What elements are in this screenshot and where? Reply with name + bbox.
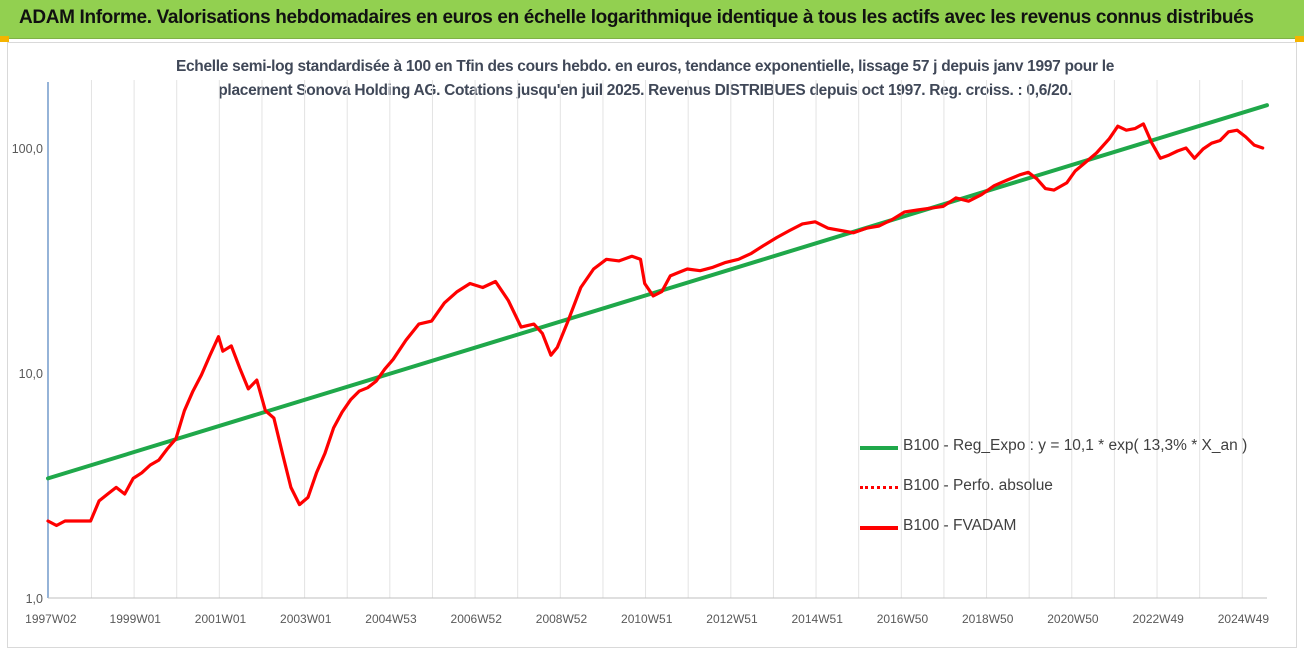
x-tick-label: 2004W53 bbox=[365, 612, 417, 626]
x-tick-label: 2006W52 bbox=[451, 612, 503, 626]
x-tick-label: 2001W01 bbox=[195, 612, 247, 626]
tick-labels: 1,0 10,0 100,0 1997W02 1999W01 2001W01 2003W01… bbox=[12, 142, 1270, 626]
legend: B100 - Reg_Expo : y = 10,1 * exp( 13,3% … bbox=[860, 435, 1260, 555]
x-tick-label: 2022W49 bbox=[1132, 612, 1184, 626]
legend-swatch-reg-expo bbox=[860, 446, 898, 450]
legend-item-perfo-absolue: B100 - Perfo. absolue bbox=[860, 475, 1260, 499]
x-tick-label: 2012W51 bbox=[706, 612, 758, 626]
x-tick-label: 2016W50 bbox=[877, 612, 929, 626]
series-line-0 bbox=[46, 103, 1269, 481]
axes bbox=[47, 82, 1267, 599]
x-tick-label: 2018W50 bbox=[962, 612, 1014, 626]
x-tick-label: 2003W01 bbox=[280, 612, 332, 626]
x-tick-label: 2014W51 bbox=[792, 612, 844, 626]
y-tick-label: 100,0 bbox=[12, 142, 43, 156]
legend-label-reg-expo: B100 - Reg_Expo : y = 10,1 * exp( 13,3% … bbox=[903, 437, 1248, 454]
legend-swatch-fvadam bbox=[860, 526, 898, 530]
legend-item-reg-expo: B100 - Reg_Expo : y = 10,1 * exp( 13,3% … bbox=[860, 435, 1260, 459]
series-lines bbox=[46, 103, 1269, 528]
legend-label-perfo-absolue: B100 - Perfo. absolue bbox=[903, 477, 1053, 494]
legend-item-fvadam: B100 - FVADAM bbox=[860, 515, 1260, 539]
corner-accent-right bbox=[1295, 36, 1304, 42]
y-tick-label: 1,0 bbox=[26, 592, 43, 606]
y-tick-label: 10,0 bbox=[19, 367, 43, 381]
x-tick-label: 1999W01 bbox=[110, 612, 162, 626]
x-tick-label: 2010W51 bbox=[621, 612, 673, 626]
legend-swatch-perfo-absolue bbox=[860, 486, 898, 489]
chart-frame bbox=[7, 42, 1297, 648]
legend-label-fvadam: B100 - FVADAM bbox=[903, 517, 1017, 534]
corner-accent-left bbox=[0, 36, 9, 42]
page-title: ADAM Informe. Valorisations hebdomadaire… bbox=[19, 7, 1254, 28]
title-bar: ADAM Informe. Valorisations hebdomadaire… bbox=[0, 0, 1304, 39]
x-tick-label: 2024W49 bbox=[1218, 612, 1270, 626]
chart-subtitle-line1: Echelle semi-log standardisée à 100 en T… bbox=[175, 58, 1115, 75]
series-line-2 bbox=[46, 122, 1265, 528]
x-tick-label: 2008W52 bbox=[536, 612, 588, 626]
x-tick-label: 1997W02 bbox=[25, 612, 77, 626]
x-tick-label: 2020W50 bbox=[1047, 612, 1099, 626]
